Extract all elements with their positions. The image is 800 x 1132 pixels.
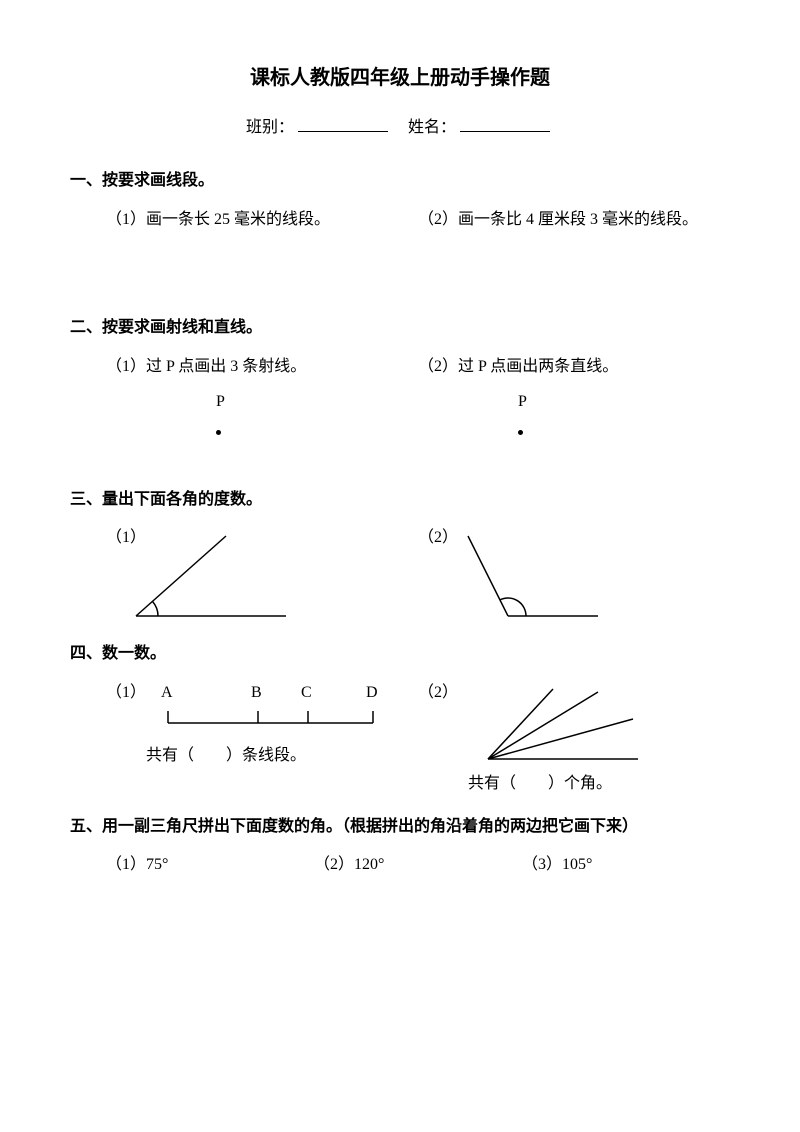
section-1-head: 一、按要求画线段。: [70, 167, 730, 196]
s1-q1: （1）画一条长 25 毫米的线段。: [106, 206, 418, 235]
section-1-questions: （1）画一条长 25 毫米的线段。 （2）画一条比 4 厘米段 3 毫米的线段。: [70, 206, 730, 235]
s4-q2: （2）: [418, 679, 458, 708]
s2-q2-col: （2）过 P 点画出两条直线。 P: [418, 353, 730, 445]
section-5-questions: （1）75° （2）120° （3）105°: [70, 851, 730, 880]
s4-q1-col: （1） ABCD 共有（ ）条线段。: [106, 679, 418, 799]
s2-q1: （1）过 P 点画出 3 条射线。: [106, 353, 418, 382]
segment-point-label: A: [161, 679, 173, 708]
section-3-head: 三、量出下面各角的度数。: [70, 486, 730, 515]
class-label: 班别：: [246, 119, 294, 136]
s2-q1-col: （1）过 P 点画出 3 条射线。 P: [106, 353, 418, 445]
s2-q2: （2）过 P 点画出两条直线。: [418, 353, 730, 382]
s3-q2-col: （2）: [418, 524, 730, 626]
segment-point-label: C: [301, 679, 312, 708]
point-p-label-2: P: [518, 388, 730, 417]
page-title: 课标人教版四年级上册动手操作题: [70, 60, 730, 96]
s4-q2-col: （2） 共有（ ）个角。: [418, 679, 730, 799]
name-blank[interactable]: [460, 116, 550, 132]
name-label: 姓名：: [408, 119, 456, 136]
s5-q1: （1）75°: [106, 851, 314, 880]
s4-q1: （1）: [106, 679, 146, 708]
segment-diagram: [148, 708, 398, 736]
segment-point-label: D: [366, 679, 378, 708]
point-p-label-1: P: [216, 388, 418, 417]
s1-q2: （2）画一条比 4 厘米段 3 毫米的线段。: [418, 206, 730, 235]
s5-q3: （3）105°: [522, 851, 730, 880]
section-4-head: 四、数一数。: [70, 640, 730, 669]
s4-ans1: 共有（ ）条线段。: [106, 742, 418, 771]
section-2-questions: （1）过 P 点画出 3 条射线。 P （2）过 P 点画出两条直线。 P: [70, 353, 730, 445]
segment-labels: ABCD: [146, 679, 396, 701]
s3-q1-col: （1）: [106, 524, 418, 626]
point-p-dot-2: [518, 430, 523, 435]
section-2-head: 二、按要求画射线和直线。: [70, 314, 730, 343]
section-3-content: （1） （2）: [70, 524, 730, 626]
section-4-content: （1） ABCD 共有（ ）条线段。 （2） 共有（ ）个角。: [70, 679, 730, 799]
point-p-dot-1: [216, 430, 221, 435]
class-blank[interactable]: [298, 116, 388, 132]
subtitle-row: 班别： 姓名：: [70, 114, 730, 143]
s4-ans2: 共有（ ）个角。: [418, 770, 730, 799]
segment-point-label: B: [251, 679, 262, 708]
s5-q2: （2）120°: [314, 851, 522, 880]
fan-diagram: [468, 684, 648, 764]
section-5-head: 五、用一副三角尺拼出下面度数的角。（根据拼出的角沿着角的两边把它画下来）: [106, 813, 730, 842]
